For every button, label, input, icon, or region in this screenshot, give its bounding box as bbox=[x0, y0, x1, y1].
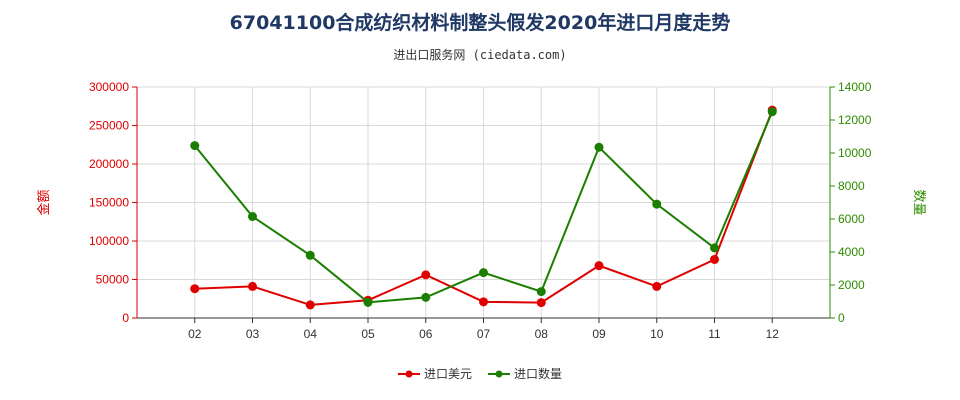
x-axis-tick-label: 04 bbox=[304, 327, 318, 341]
x-axis-tick-label: 05 bbox=[361, 327, 375, 341]
right-axis-title: 数量 bbox=[911, 189, 926, 215]
right-axis-tick-label: 10000 bbox=[838, 146, 872, 160]
left-axis-tick-label: 300000 bbox=[89, 80, 129, 94]
series-2-point bbox=[305, 250, 315, 260]
right-axis-tick-label: 4000 bbox=[838, 245, 865, 259]
series-2-point bbox=[536, 287, 546, 297]
x-axis-tick-label: 12 bbox=[766, 327, 780, 341]
left-axis-tick-label: 50000 bbox=[96, 273, 130, 287]
series-2-point bbox=[710, 243, 719, 253]
x-axis-tick-label: 02 bbox=[188, 327, 202, 341]
legend-swatch-marker bbox=[495, 370, 503, 378]
x-axis-tick-label: 08 bbox=[535, 327, 549, 341]
series-1-point bbox=[421, 270, 431, 280]
series-1-point bbox=[190, 284, 200, 294]
right-axis-tick-label: 0 bbox=[838, 311, 845, 325]
series-1-point bbox=[305, 300, 315, 310]
right-axis-tick-label: 12000 bbox=[838, 113, 872, 127]
right-axis-tick-label: 6000 bbox=[838, 212, 865, 226]
series-2-point bbox=[248, 212, 257, 222]
x-axis-tick-label: 10 bbox=[650, 327, 664, 341]
right-axis-tick-label: 8000 bbox=[838, 179, 865, 193]
legend-label: 进口数量 bbox=[514, 366, 562, 381]
series-2-point bbox=[190, 141, 200, 151]
x-axis-tick-label: 11 bbox=[708, 327, 721, 341]
legend-label: 进口美元 bbox=[424, 367, 472, 381]
series-1-point bbox=[248, 281, 257, 291]
legend-swatch-marker bbox=[405, 370, 413, 378]
series-1-point bbox=[652, 281, 662, 291]
left-axis-tick-label: 100000 bbox=[89, 234, 129, 248]
x-axis-tick-label: 07 bbox=[477, 327, 491, 341]
series-1-point bbox=[479, 297, 488, 307]
x-axis-tick-label: 03 bbox=[246, 327, 260, 341]
series-2-point bbox=[652, 199, 662, 209]
right-axis-tick-label: 14000 bbox=[838, 80, 872, 94]
series-1-point bbox=[594, 261, 604, 271]
x-axis-tick-label: 06 bbox=[419, 327, 433, 341]
left-axis-tick-label: 200000 bbox=[89, 157, 129, 171]
left-axis-tick-label: 150000 bbox=[89, 196, 129, 210]
series-2-point bbox=[363, 297, 373, 307]
series-2-point bbox=[767, 107, 777, 117]
series-1-point bbox=[536, 298, 546, 308]
left-axis-tick-label: 0 bbox=[122, 311, 129, 325]
series-1-point bbox=[710, 254, 719, 264]
left-axis-title: 金额 bbox=[36, 189, 52, 215]
chart-subtitle: 进出口服务网 (ciedata.com) bbox=[393, 48, 567, 62]
right-axis-tick-label: 2000 bbox=[838, 278, 865, 292]
series-2-point bbox=[421, 292, 431, 302]
x-axis-tick-label: 09 bbox=[592, 327, 606, 341]
series-2-point bbox=[594, 142, 604, 152]
chart-title: 67041100合成纺织材料制整头假发2020年进口月度走势 bbox=[229, 12, 731, 34]
series-2-point bbox=[479, 268, 488, 278]
left-axis-tick-label: 250000 bbox=[89, 119, 129, 133]
